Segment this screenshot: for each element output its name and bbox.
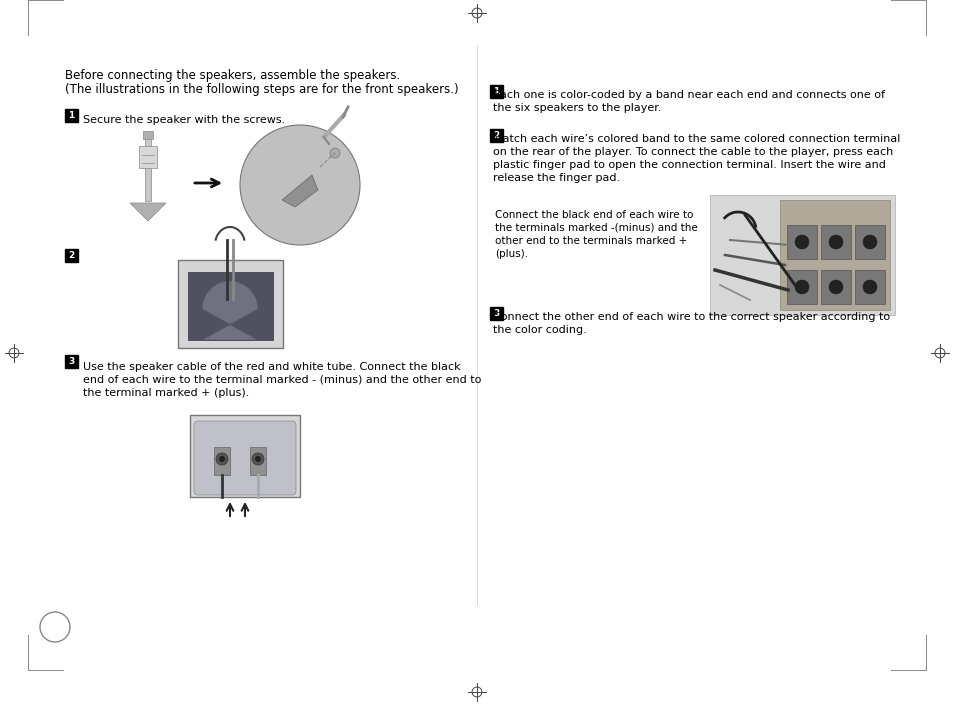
FancyBboxPatch shape xyxy=(821,270,850,304)
Circle shape xyxy=(330,148,339,158)
Text: plastic finger pad to open the connection terminal. Insert the wire and: plastic finger pad to open the connectio… xyxy=(493,160,885,170)
Text: 2: 2 xyxy=(69,251,74,260)
Text: the color coding.: the color coding. xyxy=(493,325,586,335)
Text: Connect the other end of each wire to the correct speaker according to: Connect the other end of each wire to th… xyxy=(493,312,889,322)
Text: the terminal marked + (plus).: the terminal marked + (plus). xyxy=(83,388,249,398)
FancyBboxPatch shape xyxy=(490,85,502,98)
Text: the six speakers to the player.: the six speakers to the player. xyxy=(493,103,660,113)
Text: on the rear of the player. To connect the cable to the player, press each: on the rear of the player. To connect th… xyxy=(493,147,892,157)
Circle shape xyxy=(240,125,359,245)
Circle shape xyxy=(862,235,876,249)
FancyBboxPatch shape xyxy=(490,129,502,142)
FancyBboxPatch shape xyxy=(854,270,884,304)
FancyBboxPatch shape xyxy=(854,225,884,259)
Text: Before connecting the speakers, assemble the speakers.: Before connecting the speakers, assemble… xyxy=(65,69,400,82)
Text: Secure the speaker with the screws.: Secure the speaker with the screws. xyxy=(83,115,285,125)
Text: release the finger pad.: release the finger pad. xyxy=(493,173,619,183)
FancyBboxPatch shape xyxy=(65,355,78,368)
Bar xyxy=(178,260,283,348)
Circle shape xyxy=(794,280,808,294)
Text: (plus).: (plus). xyxy=(495,249,528,259)
FancyBboxPatch shape xyxy=(65,249,78,262)
Circle shape xyxy=(252,453,264,465)
Text: other end to the terminals marked +: other end to the terminals marked + xyxy=(495,236,686,246)
FancyBboxPatch shape xyxy=(193,421,295,495)
Text: 3: 3 xyxy=(493,309,499,318)
Circle shape xyxy=(215,453,228,465)
Bar xyxy=(139,146,157,168)
Text: Connect the black end of each wire to: Connect the black end of each wire to xyxy=(495,210,693,220)
Bar xyxy=(190,415,299,497)
Circle shape xyxy=(219,456,225,462)
Polygon shape xyxy=(130,203,166,221)
Polygon shape xyxy=(202,281,257,340)
Bar xyxy=(145,135,151,201)
Text: end of each wire to the terminal marked - (minus) and the other end to: end of each wire to the terminal marked … xyxy=(83,375,481,385)
FancyBboxPatch shape xyxy=(786,225,816,259)
Bar xyxy=(709,195,894,315)
Circle shape xyxy=(254,456,261,462)
Bar xyxy=(250,447,266,475)
Text: 2: 2 xyxy=(493,131,499,140)
Bar xyxy=(213,447,230,475)
Circle shape xyxy=(862,280,876,294)
FancyBboxPatch shape xyxy=(786,270,816,304)
Bar xyxy=(188,272,273,340)
Circle shape xyxy=(828,280,842,294)
FancyBboxPatch shape xyxy=(65,109,78,122)
Text: 3: 3 xyxy=(69,357,74,366)
Text: 1: 1 xyxy=(493,87,499,96)
FancyBboxPatch shape xyxy=(490,307,502,320)
Text: the terminals marked -(minus) and the: the terminals marked -(minus) and the xyxy=(495,223,697,233)
FancyBboxPatch shape xyxy=(821,225,850,259)
Circle shape xyxy=(828,235,842,249)
Bar xyxy=(780,200,889,310)
Bar xyxy=(143,131,152,139)
Text: Match each wire’s colored band to the same colored connection terminal: Match each wire’s colored band to the sa… xyxy=(493,134,900,144)
Circle shape xyxy=(794,235,808,249)
Text: 1: 1 xyxy=(69,111,74,120)
Polygon shape xyxy=(282,175,317,207)
Text: Use the speaker cable of the red and white tube. Connect the black: Use the speaker cable of the red and whi… xyxy=(83,362,460,372)
Text: (The illustrations in the following steps are for the front speakers.): (The illustrations in the following step… xyxy=(65,83,458,96)
Text: Each one is color-coded by a band near each end and connects one of: Each one is color-coded by a band near e… xyxy=(493,90,884,100)
